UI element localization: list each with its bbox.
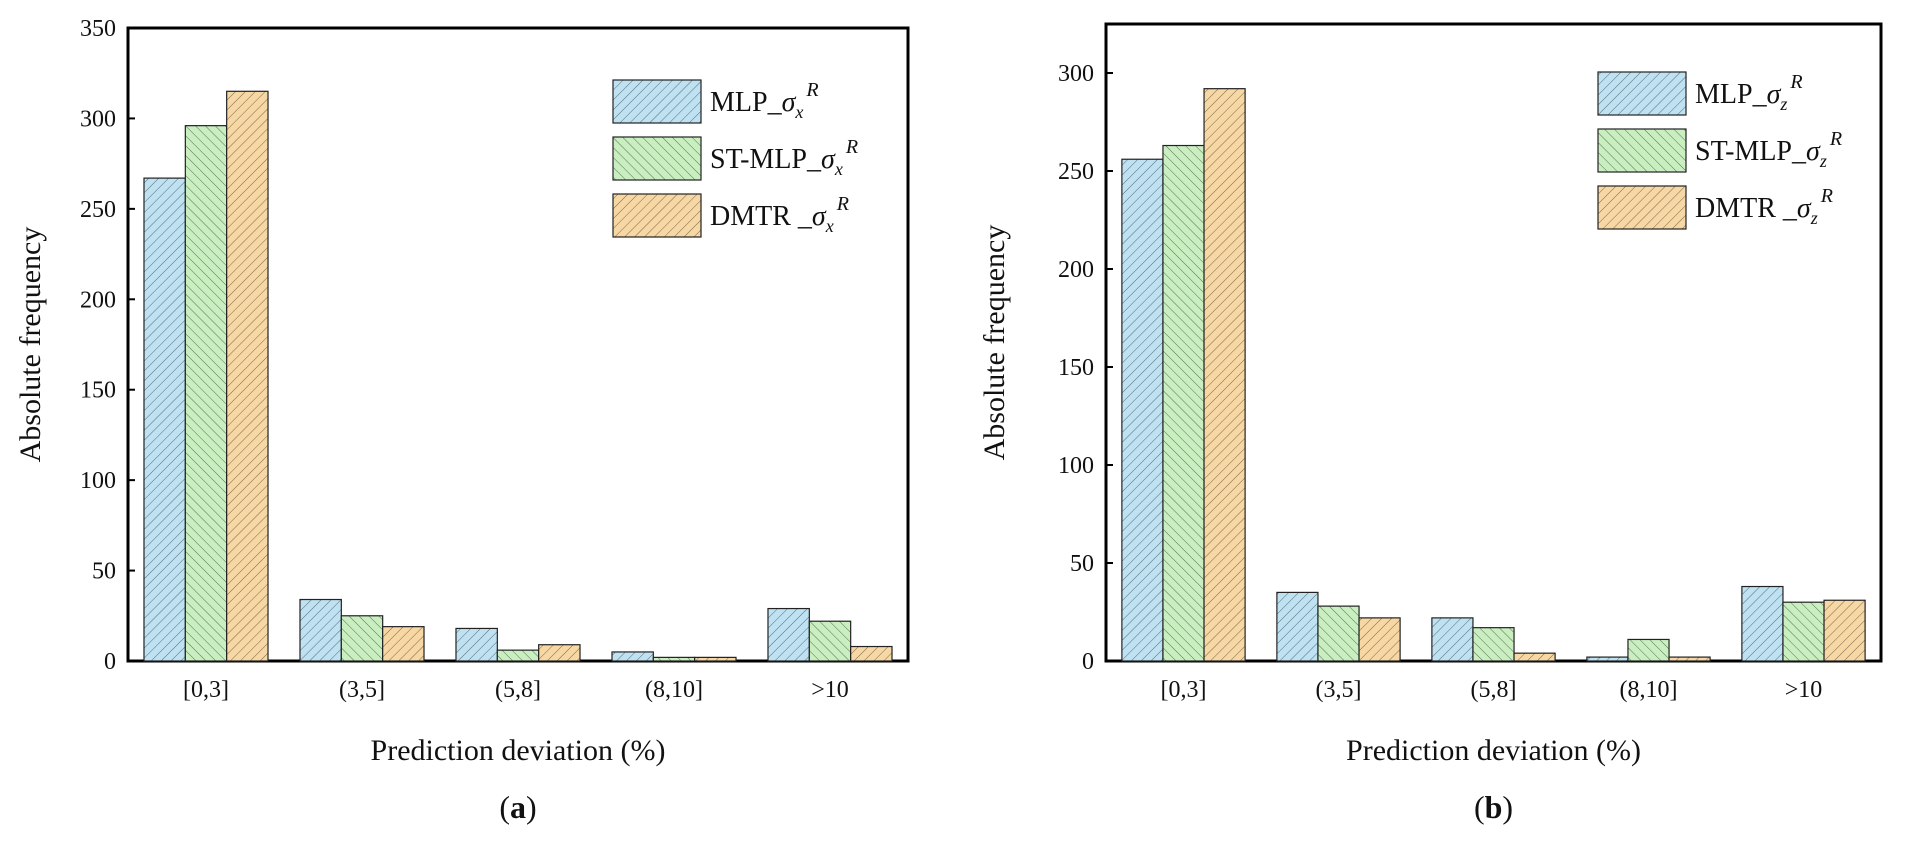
legend-swatch-mlp: [612, 79, 702, 124]
x-tick-label: (5,8]: [495, 677, 541, 703]
y-tick-label: 50: [92, 559, 116, 585]
x-tick-label: [0,3]: [1161, 677, 1207, 703]
bar-mlp-0: [1121, 158, 1164, 662]
bar-mlp-4: [1741, 585, 1784, 662]
x-axis-label: Prediction deviation (%): [1346, 734, 1641, 767]
legend-label-mlp: MLP_σzR: [1695, 71, 1803, 114]
y-tick-label: 250: [1058, 159, 1094, 185]
x-tick-label: (8,10]: [1620, 677, 1678, 703]
panel-label: (a): [499, 789, 536, 825]
bar-dmtr-4: [1823, 599, 1866, 662]
bar-dmtr-3: [694, 656, 737, 662]
legend-swatch-st-mlp: [612, 136, 702, 181]
y-tick-label: 350: [80, 16, 116, 42]
y-tick-label: 300: [1058, 61, 1094, 87]
y-tick-label: 200: [80, 287, 116, 313]
bar-st-mlp-2: [496, 649, 540, 662]
chart-panel-a: 0 50 100 150 200 250 300 350 [0,3] (3,5] (5,8] (8,1…: [14, 16, 910, 825]
y-tick-label: 0: [1082, 649, 1094, 675]
legend-swatch-mlp: [1597, 71, 1687, 116]
x-tick-label: (3,5]: [1316, 677, 1362, 703]
bar-dmtr-2: [1513, 652, 1556, 662]
x-tick-label: (5,8]: [1471, 677, 1517, 703]
bar-dmtr-4: [850, 645, 893, 662]
y-tick-label: 150: [1058, 355, 1094, 381]
legend-swatch-dmtr: [1597, 185, 1687, 230]
y-tick-label: 200: [1058, 257, 1094, 283]
bar-st-mlp-0: [184, 125, 228, 662]
x-tick-label: [0,3]: [183, 677, 229, 703]
bar-st-mlp-1: [1317, 605, 1360, 662]
legend-label-dmtr: DMTR _σzR: [1695, 185, 1833, 228]
bar-dmtr-1: [382, 626, 425, 662]
y-tick-label: 50: [1070, 551, 1094, 577]
y-tick-label: 100: [1058, 453, 1094, 479]
bar-mlp-4: [767, 607, 810, 662]
bar-st-mlp-4: [1782, 601, 1825, 662]
bar-st-mlp-0: [1162, 144, 1205, 662]
y-tick-label: 100: [80, 468, 116, 494]
bar-st-mlp-3: [652, 656, 696, 662]
y-tick-label: 250: [80, 197, 116, 223]
x-tick-label: >10: [1785, 677, 1823, 703]
x-axis-label: Prediction deviation (%): [371, 734, 666, 767]
y-tick-label: 0: [104, 649, 116, 675]
bar-mlp-2: [455, 627, 498, 662]
legend-swatch-dmtr: [612, 193, 702, 238]
chart-panel-b: 0 50 100 150 200 250 300 [0,3] (3,5] (5,8] (8,10] >…: [978, 22, 1883, 825]
y-tick-label: 150: [80, 378, 116, 404]
bar-st-mlp-3: [1627, 638, 1670, 662]
bar-dmtr-0: [1203, 88, 1246, 662]
legend-label-mlp: MLP_σxR: [710, 79, 819, 122]
bar-mlp-2: [1431, 617, 1474, 662]
bar-st-mlp-2: [1472, 627, 1515, 662]
panel-label: (b): [1474, 789, 1513, 825]
x-tick-label: >10: [811, 677, 849, 703]
legend-label-st-mlp: ST-MLP_σxR: [710, 136, 858, 179]
bar-dmtr-3: [1668, 656, 1711, 662]
x-tick-label: (8,10]: [645, 677, 703, 703]
bar-mlp-1: [299, 598, 342, 662]
bar-st-mlp-4: [808, 620, 852, 662]
bar-dmtr-0: [226, 90, 269, 662]
bar-dmtr-2: [538, 644, 581, 662]
legend-label-dmtr: DMTR _σxR: [710, 193, 849, 236]
y-axis-label: Absolute frequency: [978, 225, 1011, 461]
y-axis-label: Absolute frequency: [14, 227, 47, 463]
y-tick-label: 300: [80, 106, 116, 132]
legend-label-st-mlp: ST-MLP_σzR: [1695, 128, 1842, 171]
bar-mlp-3: [611, 651, 654, 662]
bar-dmtr-1: [1358, 617, 1401, 662]
legend-swatch-st-mlp: [1597, 128, 1687, 173]
bar-mlp-0: [143, 177, 186, 662]
x-tick-label: (3,5]: [339, 677, 385, 703]
bar-mlp-3: [1586, 656, 1629, 662]
bar-st-mlp-1: [340, 615, 384, 662]
bar-mlp-1: [1276, 591, 1319, 662]
